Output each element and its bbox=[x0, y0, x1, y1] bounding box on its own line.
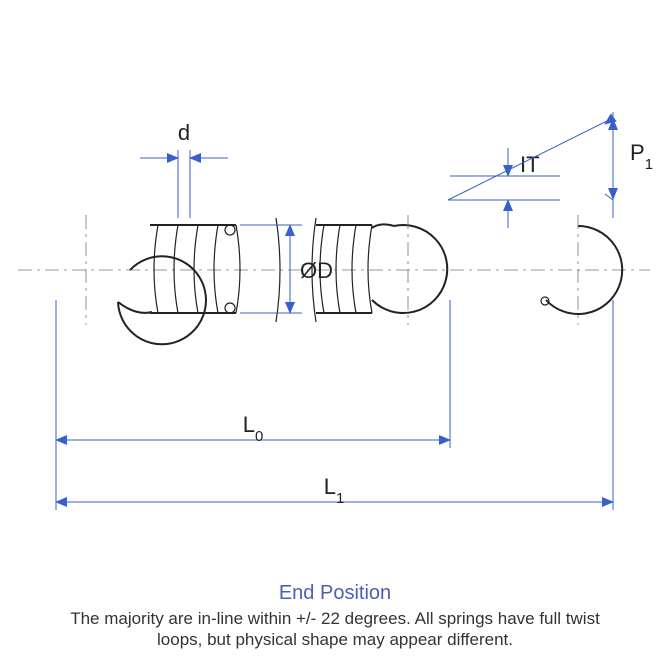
dimension-L1: L1 bbox=[56, 300, 613, 510]
dimension-L0: L0 bbox=[56, 300, 450, 448]
label-P1: P1 bbox=[630, 140, 653, 173]
label-D: ØD bbox=[300, 258, 333, 283]
diagram-svg: d IT P1 ØD L0 L1 bbox=[0, 0, 670, 670]
caption-title: End Position bbox=[0, 582, 670, 605]
dimension-d: d bbox=[140, 120, 228, 218]
spring-hook-side-view bbox=[541, 215, 622, 325]
caption-body: The majority are in-line within +/- 22 d… bbox=[0, 608, 670, 651]
label-d: d bbox=[178, 120, 190, 145]
dimension-D: ØD bbox=[240, 225, 333, 313]
dimension-P1: P1 bbox=[448, 112, 653, 218]
spring-coils-left bbox=[150, 225, 240, 313]
spring-dimension-diagram: d IT P1 ØD L0 L1 bbox=[0, 0, 670, 670]
dimension-IT: IT bbox=[448, 148, 560, 228]
spring-hook-left bbox=[86, 215, 206, 344]
